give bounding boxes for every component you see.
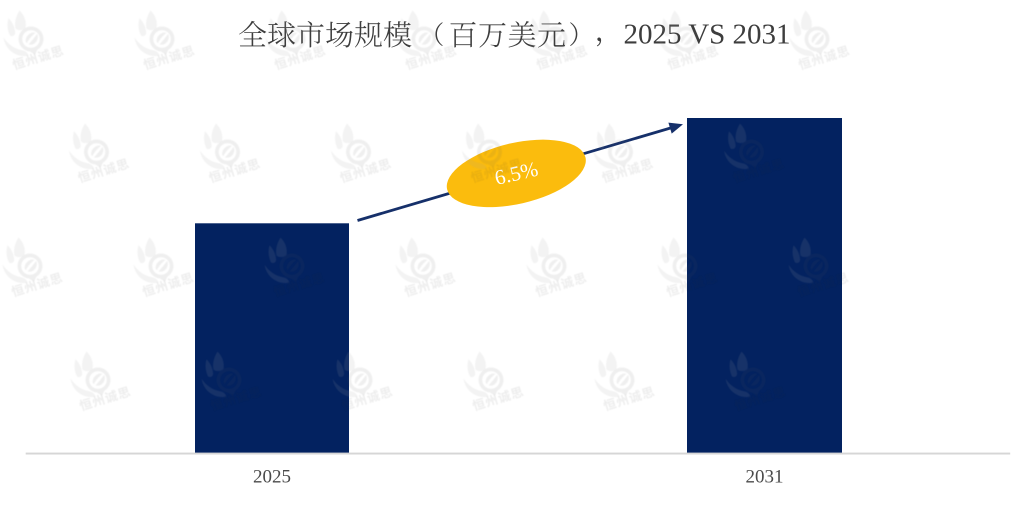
svg-text:2025 VS 2031: 2025 VS 2031 — [624, 18, 791, 50]
svg-text:2025: 2025 — [253, 466, 291, 487]
svg-text:2031: 2031 — [746, 466, 784, 487]
